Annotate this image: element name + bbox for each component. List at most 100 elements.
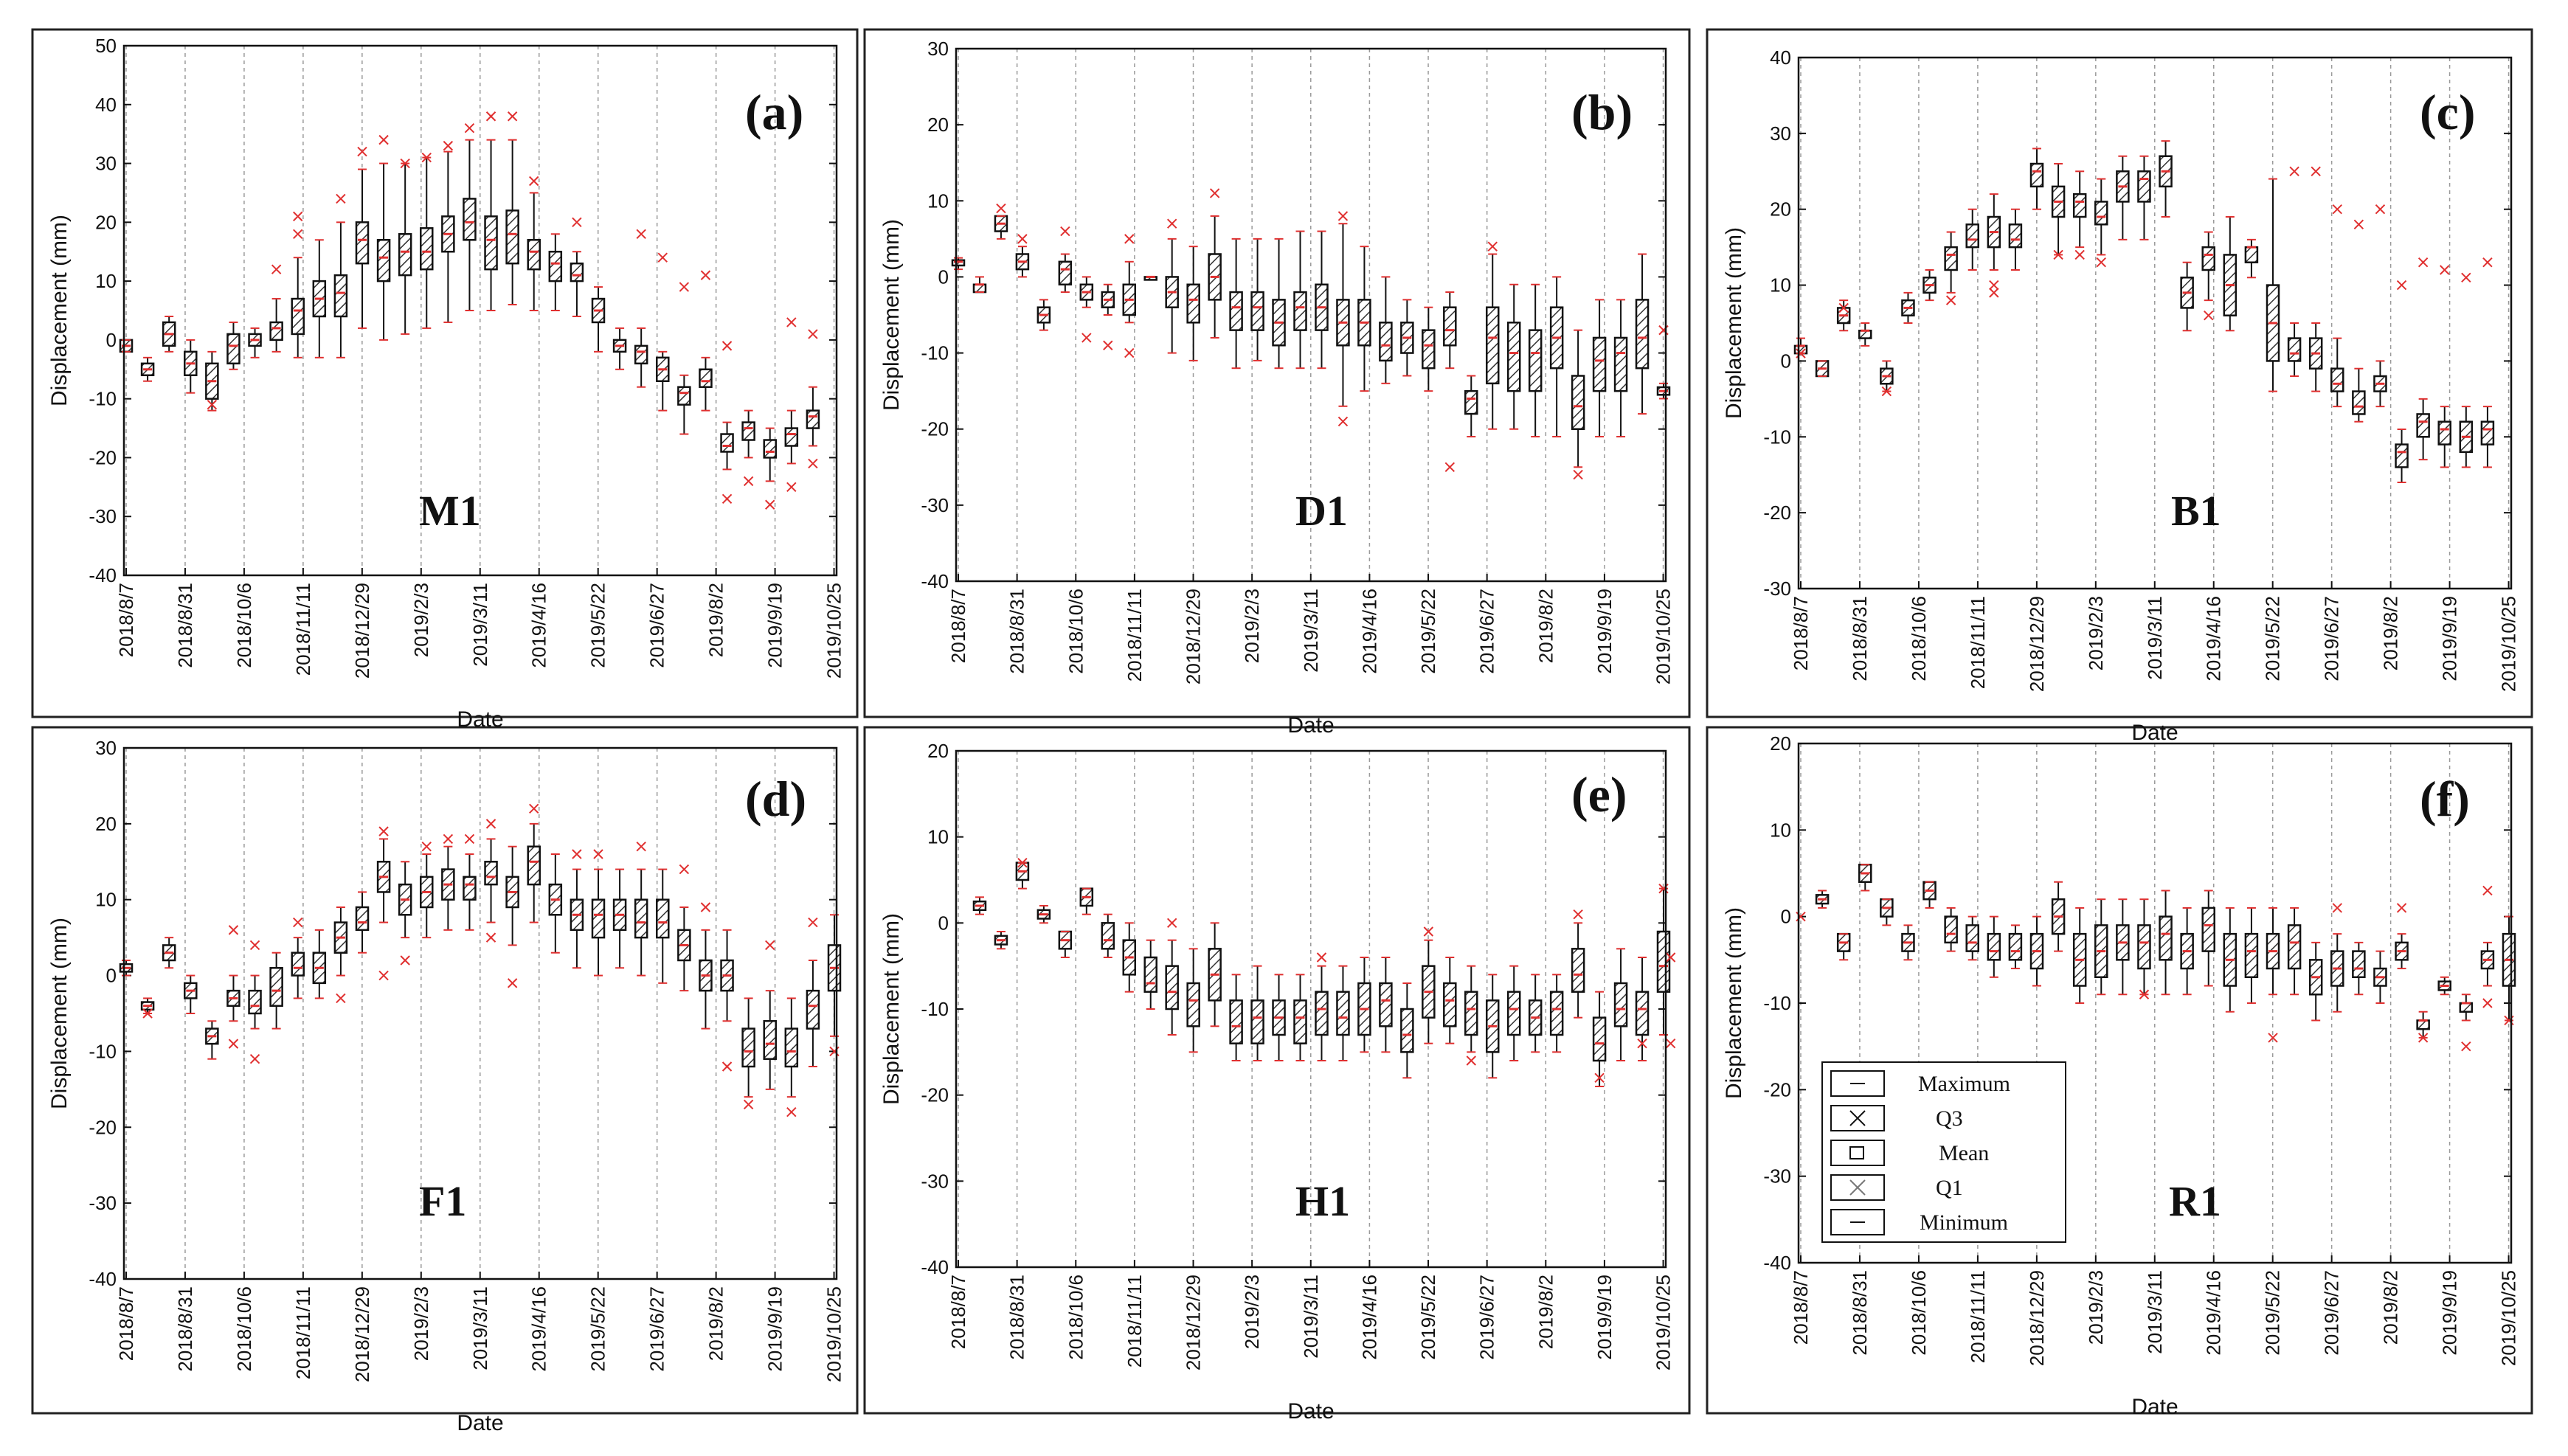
outlier-cross [2289, 166, 2299, 176]
panel-e-plot: -40 -30 -20 -10 0 10 20 2018/8/7 2018/8/31 2018/1… [879, 740, 1676, 1424]
y-tick-label: -10 [89, 1040, 117, 1062]
iqr-box [784, 1027, 799, 1068]
y-tick-label: 10 [1770, 819, 1791, 841]
outlier-cross [1209, 188, 1220, 198]
box-8 [1965, 208, 1979, 271]
x-tick-label: 2018/10/6 [233, 1286, 255, 1372]
y-tick-label: -20 [89, 446, 117, 468]
box-13 [1229, 238, 1243, 370]
outlier-cross [1945, 295, 1956, 305]
box-15 [441, 845, 455, 931]
iqr-box [1464, 991, 1478, 1036]
x-axis-label: Date [457, 1411, 503, 1435]
box-12 [1208, 215, 1222, 339]
box-30 [2437, 406, 2451, 468]
box-4 [1036, 299, 1051, 331]
outlier-cross [2139, 989, 2150, 999]
box-11 [2029, 148, 2044, 210]
outlier-cross [996, 203, 1006, 214]
box-29 [1571, 329, 1585, 468]
outlier-cross [2418, 257, 2429, 268]
outlier-cross [700, 902, 711, 912]
x-tick-label: 2019/2/3 [2085, 596, 2107, 670]
box-14 [2094, 178, 2108, 256]
box-18 [1357, 957, 1371, 1053]
outlier-cross [400, 955, 410, 966]
x-tick-label: 2018/10/6 [1065, 589, 1087, 674]
legend-item-maximum: Maximum [1830, 1070, 2010, 1097]
box-11 [1208, 922, 1222, 1027]
iqr-box [1293, 291, 1307, 331]
y-axis-label: Displacement (mm) [47, 918, 72, 1109]
plot-frame [1797, 56, 2513, 590]
outlier-cross [1573, 909, 1583, 920]
y-tick-label: -20 [1763, 502, 1791, 524]
outlier-cross [700, 270, 711, 280]
y-tick-label: -30 [1763, 1165, 1791, 1188]
panel-f-plot: -40 -30 -20 -10 0 10 20 2018/8/7 2018/8/31 2018/1… [1722, 732, 2520, 1419]
y-tick-label: -30 [921, 494, 949, 516]
x-tick-label: 2019/3/11 [469, 583, 491, 667]
y-tick-label: 0 [938, 266, 949, 288]
iqr-box [2330, 367, 2344, 392]
box-24 [1464, 375, 1478, 438]
box-17 [2180, 906, 2194, 996]
outlier-cross [572, 217, 582, 228]
box-9 [312, 929, 327, 999]
iqr-box [634, 898, 648, 939]
box-10 [1186, 948, 1200, 1053]
outlier-cross [400, 158, 410, 169]
outlier-cross [443, 140, 454, 151]
outlier-cross [2396, 280, 2407, 291]
box-10 [333, 221, 348, 358]
y-tick-label: -30 [89, 505, 117, 527]
iqr-box [951, 259, 966, 267]
box-23 [612, 327, 627, 370]
y-tick-label: 0 [1781, 350, 1791, 372]
box-13 [398, 162, 412, 335]
iqr-box [2072, 193, 2087, 218]
box-19 [1357, 246, 1371, 392]
outlier-cross [529, 176, 539, 187]
panel-a-letter: (a) [745, 84, 803, 140]
outlier-cross [2461, 1041, 2471, 1052]
iqr-box [1379, 982, 1393, 1027]
x-tick-label: 2019/5/22 [1417, 1275, 1439, 1360]
legend-q3-mark [1849, 1110, 1866, 1126]
box-17 [1315, 230, 1329, 370]
iqr-box [2137, 924, 2151, 970]
box-12 [376, 838, 391, 923]
x-tick-label: 2019/3/11 [469, 1286, 491, 1370]
outlier-cross [228, 1039, 239, 1049]
outlier-cross [293, 229, 303, 239]
outlier-cross [1665, 1038, 1676, 1049]
x-tick-label: 2019/8/2 [2380, 1270, 2402, 1345]
y-tick-label: -40 [921, 1256, 949, 1278]
x-tick-label: 2018/8/7 [1790, 1270, 1812, 1345]
x-tick-label: 2018/12/29 [1183, 589, 1205, 684]
outlier-cross [1487, 241, 1498, 252]
box-23 [2287, 322, 2302, 377]
box-26 [2352, 367, 2366, 423]
box-30 [763, 427, 777, 482]
box-23 [1464, 965, 1478, 1053]
box-26 [1528, 974, 1543, 1053]
box-28 [2416, 1010, 2430, 1039]
iqr-box [972, 283, 987, 294]
box-20 [2244, 906, 2259, 1004]
iqr-box [1571, 375, 1585, 430]
legend-mean-mark [1849, 1146, 1864, 1159]
x-tick-label: 2018/11/11 [1124, 1275, 1146, 1367]
outlier-cross [1989, 288, 1999, 298]
box-30 [1613, 948, 1628, 1061]
box-19 [527, 192, 541, 311]
panel-d-plot: -40 -30 -20 -10 0 10 20 30 2018/8/7 2018/8/31 2018… [47, 737, 845, 1435]
iqr-box [2029, 162, 2044, 188]
box-7 [269, 951, 283, 1030]
y-tick-label: -40 [1763, 1252, 1791, 1274]
x-tick-label: 2019/10/25 [823, 583, 845, 679]
box-31 [2459, 406, 2474, 468]
box-24 [1485, 974, 1500, 1079]
iqr-box [634, 344, 648, 365]
box-3 [1858, 322, 1872, 347]
